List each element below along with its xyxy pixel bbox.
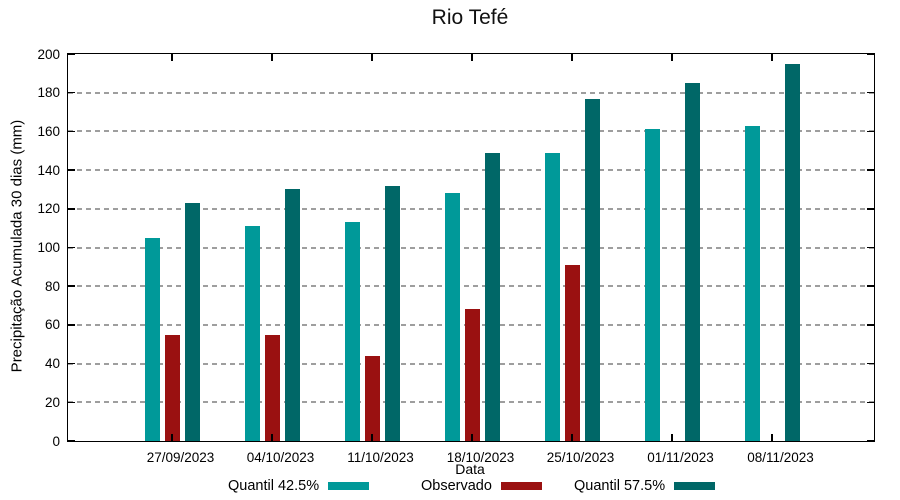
y-tick-left <box>68 401 75 404</box>
x-tick-top <box>471 54 473 61</box>
gridline <box>68 207 874 210</box>
y-tick-left <box>68 91 75 94</box>
legend-entry-observado: Observado <box>421 478 542 494</box>
legend-swatch <box>328 482 370 490</box>
bar-quantil-57-5 <box>384 185 400 441</box>
x-tick-top <box>271 54 273 61</box>
x-tick-label: 08/11/2023 <box>747 450 814 465</box>
y-tick-left <box>68 130 75 133</box>
bar-quantil-57-5 <box>784 63 800 441</box>
bar-quantil-42-5 <box>244 226 260 441</box>
x-tick-bottom <box>771 434 773 441</box>
x-axis-title: Data <box>455 461 485 477</box>
y-tick-label: 80 <box>44 278 60 294</box>
y-tick-left <box>68 246 75 249</box>
y-tick-label: 100 <box>37 240 60 255</box>
bar-observado <box>364 355 380 441</box>
y-tick-right <box>867 208 874 210</box>
x-tick-top <box>671 54 673 61</box>
bar-quantil-57-5 <box>284 189 300 441</box>
bar-quantil-42-5 <box>644 129 660 441</box>
legend-entry-quantil-57-5: Quantil 57.5% <box>574 478 716 494</box>
bar-observado <box>464 309 480 441</box>
x-tick-bottom <box>171 434 173 441</box>
legend-label: Quantil 42.5% <box>228 478 320 494</box>
legend-swatch <box>500 482 542 490</box>
gridline <box>68 169 874 172</box>
y-tick-left <box>68 53 75 55</box>
x-tick-top <box>371 54 373 61</box>
x-tick-top <box>171 54 173 61</box>
y-tick-right <box>867 285 874 287</box>
x-tick-label: 18/10/2023 <box>446 450 515 465</box>
y-tick-left <box>68 285 75 287</box>
x-tick-bottom <box>471 434 473 441</box>
y-tick-right <box>867 169 874 171</box>
bar-quantil-57-5 <box>684 83 700 441</box>
x-tick-label: 27/09/2023 <box>146 450 215 465</box>
bar-observado <box>264 334 280 441</box>
y-tick-label: 40 <box>44 356 60 372</box>
bar-quantil-42-5 <box>344 222 360 441</box>
y-tick-label: 120 <box>37 201 60 217</box>
x-tick-bottom <box>571 434 573 441</box>
bar-quantil-57-5 <box>584 98 600 441</box>
bar-quantil-57-5 <box>484 152 500 441</box>
bar-observado <box>564 264 580 441</box>
x-tick-bottom <box>371 434 373 441</box>
gridline <box>68 91 874 94</box>
x-tick-top <box>571 54 573 61</box>
y-tick-left <box>68 362 75 365</box>
y-tick-right <box>867 53 874 55</box>
x-tick-label: 25/10/2023 <box>546 450 615 465</box>
y-tick-right <box>867 130 874 133</box>
y-tick-right <box>867 401 874 404</box>
bar-observado <box>164 334 180 441</box>
bar-quantil-57-5 <box>184 203 200 441</box>
y-tick-right <box>867 91 874 94</box>
gridline <box>68 130 874 133</box>
x-tick-label: 01/11/2023 <box>647 450 714 465</box>
y-tick-label: 160 <box>37 123 60 139</box>
y-tick-left <box>68 169 75 171</box>
y-tick-right <box>867 246 874 249</box>
legend-swatch <box>674 482 716 490</box>
x-tick-label: 11/10/2023 <box>347 450 414 465</box>
bar-quantil-42-5 <box>444 193 460 441</box>
y-tick-left <box>68 324 75 326</box>
y-tick-right <box>867 362 874 365</box>
legend-entry-quantil-42-5: Quantil 42.5% <box>228 478 370 494</box>
y-tick-right <box>867 440 874 442</box>
y-tick-label: 20 <box>44 394 60 410</box>
bar-quantil-42-5 <box>744 125 760 441</box>
y-tick-label: 60 <box>44 317 60 333</box>
legend-label: Quantil 57.5% <box>574 478 666 494</box>
y-tick-left <box>68 440 75 442</box>
gridline <box>68 246 874 249</box>
y-tick-label: 200 <box>37 46 60 62</box>
y-tick-right <box>867 324 874 326</box>
plot-area <box>67 53 875 442</box>
x-tick-bottom <box>671 434 673 441</box>
y-tick-label: 140 <box>37 162 60 178</box>
legend-label: Observado <box>421 478 492 494</box>
y-tick-left <box>68 208 75 210</box>
chart-title: Rio Tefé <box>431 6 509 29</box>
y-tick-label: 180 <box>37 85 60 101</box>
gridline <box>68 285 874 288</box>
x-tick-bottom <box>271 434 273 441</box>
x-tick-top <box>771 54 773 61</box>
bar-quantil-42-5 <box>544 152 560 441</box>
x-tick-label: 04/10/2023 <box>246 450 315 465</box>
bar-quantil-42-5 <box>144 237 160 441</box>
y-tick-label: 0 <box>52 433 60 449</box>
